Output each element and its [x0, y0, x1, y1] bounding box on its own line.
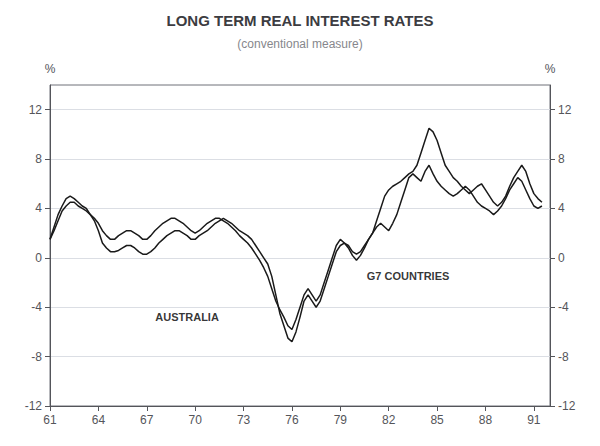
svg-text:73: 73	[237, 413, 251, 427]
svg-text:-12: -12	[25, 399, 43, 413]
svg-text:64: 64	[92, 413, 106, 427]
svg-text:-12: -12	[558, 399, 576, 413]
svg-text:79: 79	[334, 413, 348, 427]
svg-text:0: 0	[558, 251, 565, 265]
svg-text:8: 8	[35, 152, 42, 166]
svg-text:70: 70	[188, 413, 202, 427]
svg-text:4: 4	[35, 201, 42, 215]
svg-text:91: 91	[527, 413, 541, 427]
svg-text:(conventional measure): (conventional measure)	[237, 37, 362, 51]
svg-text:-8: -8	[31, 350, 42, 364]
svg-text:%: %	[545, 62, 556, 76]
svg-text:82: 82	[382, 413, 396, 427]
svg-text:-4: -4	[31, 300, 42, 314]
svg-text:LONG TERM REAL INTEREST RATES: LONG TERM REAL INTEREST RATES	[167, 12, 434, 29]
svg-text:8: 8	[558, 152, 565, 166]
svg-text:85: 85	[430, 413, 444, 427]
svg-text:67: 67	[140, 413, 154, 427]
svg-text:%: %	[45, 62, 56, 76]
svg-text:-8: -8	[558, 350, 569, 364]
svg-text:0: 0	[35, 251, 42, 265]
svg-text:88: 88	[479, 413, 493, 427]
svg-text:G7 COUNTRIES: G7 COUNTRIES	[367, 270, 450, 282]
svg-text:4: 4	[558, 201, 565, 215]
svg-text:12: 12	[29, 103, 43, 117]
svg-text:AUSTRALIA: AUSTRALIA	[155, 311, 219, 323]
svg-text:61: 61	[43, 413, 57, 427]
svg-text:-4: -4	[558, 300, 569, 314]
svg-text:76: 76	[285, 413, 299, 427]
svg-text:12: 12	[558, 103, 572, 117]
